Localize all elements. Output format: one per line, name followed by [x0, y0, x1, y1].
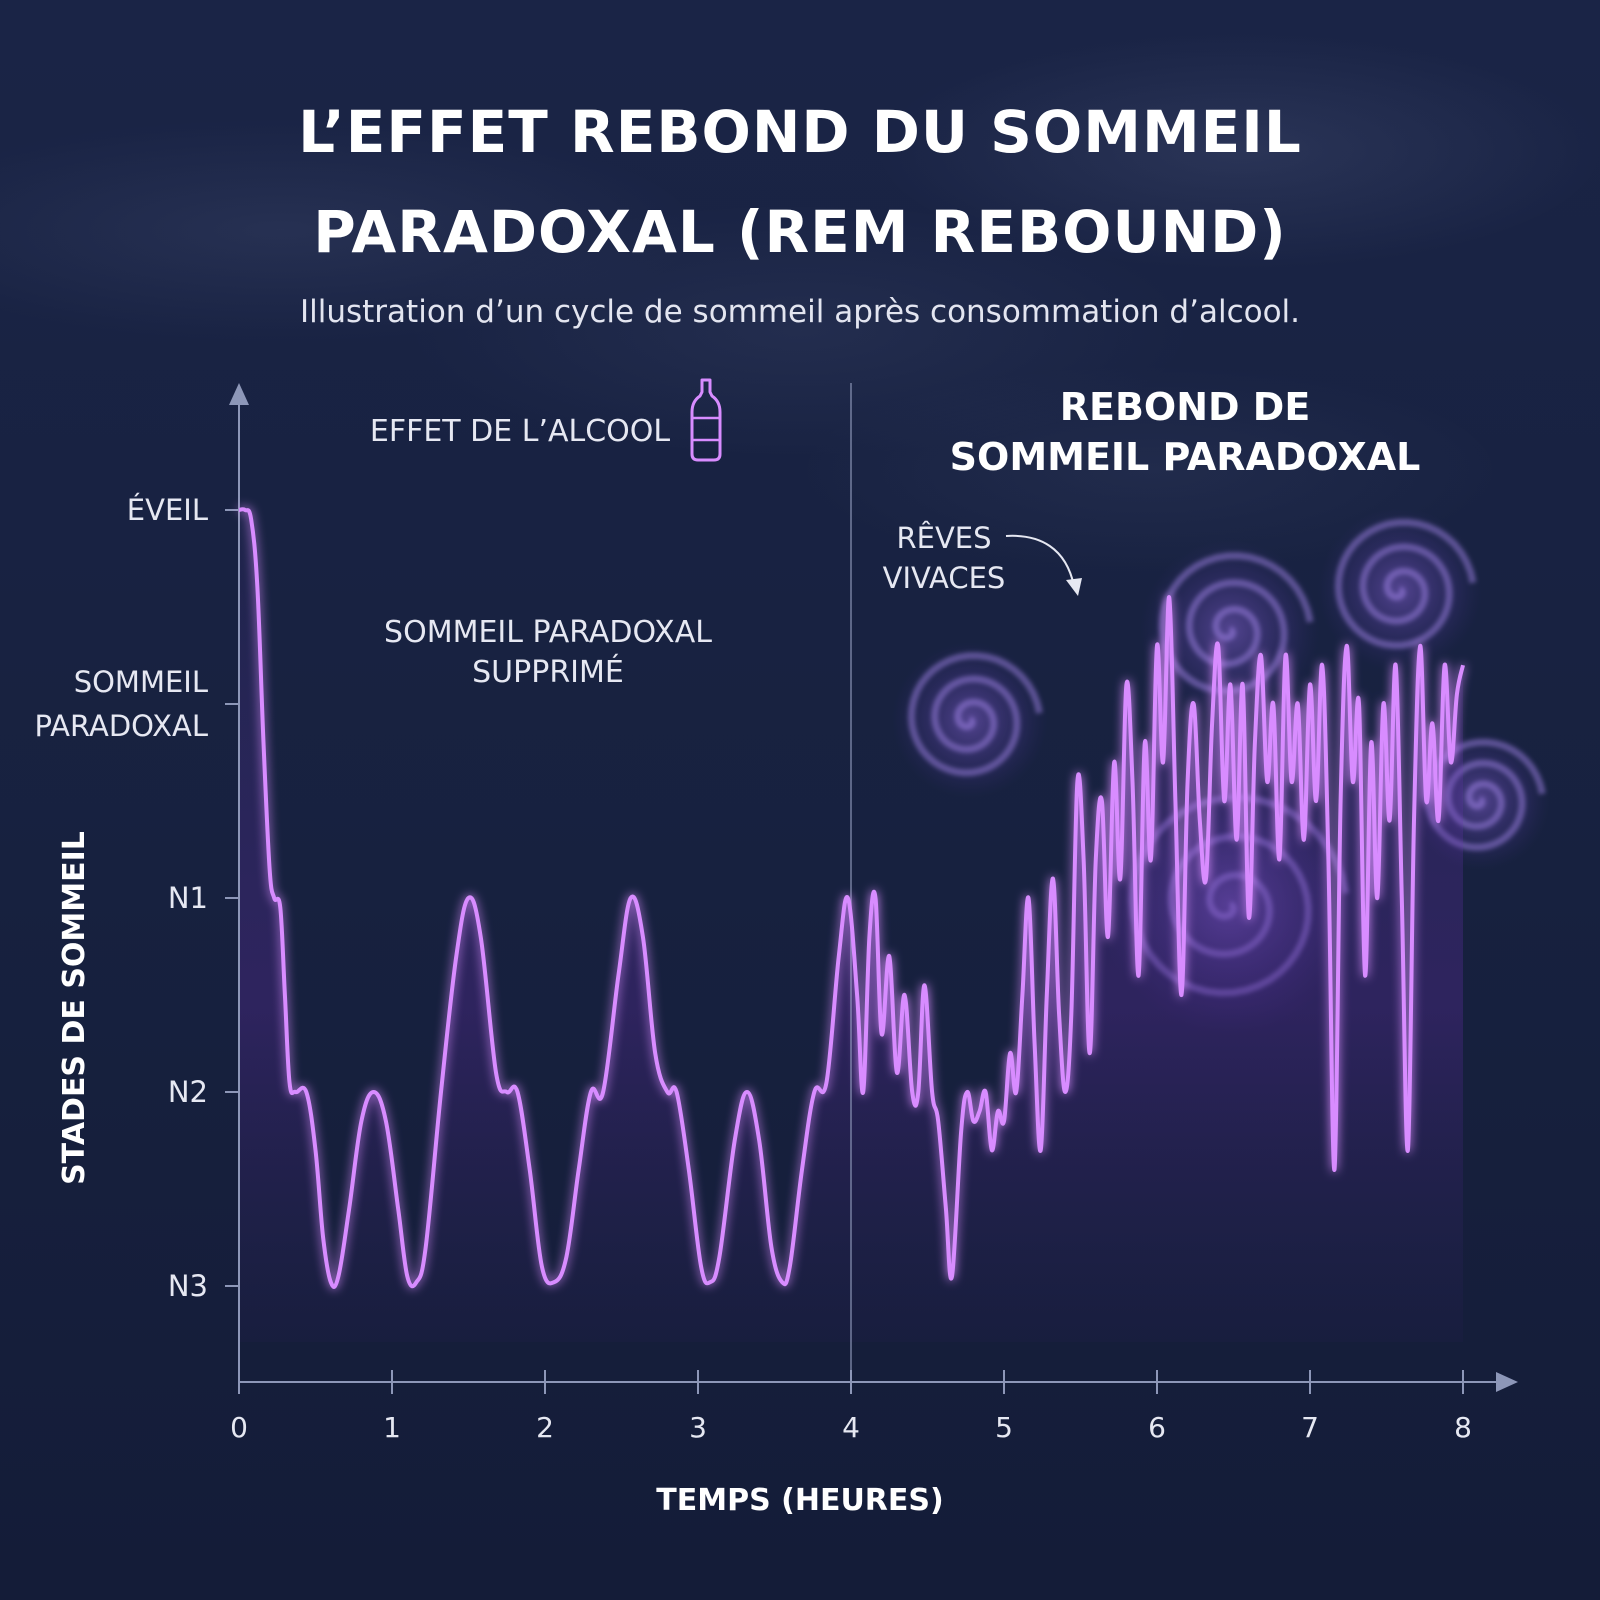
x-tick-label-8: 8 — [1454, 1411, 1472, 1444]
x-tick-label-1: 1 — [383, 1411, 401, 1444]
vivid-dreams-arrowhead — [1066, 578, 1082, 596]
y-label-n2: N2 — [168, 1075, 208, 1109]
tick-marks — [225, 509, 1464, 1394]
x-axis-arrow — [1496, 1372, 1518, 1392]
chart-title: L’EFFET REBOND DU SOMMEIL PARADOXAL (REM… — [0, 82, 1600, 282]
x-tick-label-3: 3 — [689, 1411, 707, 1444]
vivid-dreams-arrow — [1005, 534, 1075, 587]
y-label-rem-line1: SOMMEIL — [74, 665, 208, 699]
rebound-title-line1: REBOND DE — [1060, 385, 1311, 429]
bottle-icon — [690, 378, 722, 462]
y-label-rem-line2: PARADOXAL — [35, 709, 208, 743]
y-label-n3: N3 — [168, 1269, 208, 1303]
vivid-dreams-label-line1: RÊVES — [896, 521, 991, 555]
chart-title-line2: PARADOXAL (REM REBOUND) — [313, 198, 1287, 266]
chart-title-line1: L’EFFET REBOND DU SOMMEIL — [298, 98, 1302, 166]
y-axis-arrow — [229, 383, 249, 405]
vivid-dreams-label-line2: VIVACES — [883, 561, 1006, 595]
dream-swirl-4 — [1140, 540, 1320, 720]
chart-subtitle: Illustration d’un cycle de sommeil après… — [299, 294, 1301, 330]
x-tick-label-7: 7 — [1301, 1411, 1319, 1444]
x-tick-label-2: 2 — [536, 1411, 554, 1444]
dream-swirl-1 — [1318, 508, 1482, 672]
x-tick-label-6: 6 — [1148, 1411, 1166, 1444]
sleep-stage-series-line — [238, 507, 1465, 1289]
y-axis-title: STADES DE SOMMEIL — [57, 831, 92, 1185]
axes — [229, 383, 1518, 1392]
rem-suppressed-label-line2: SUPPRIMÉ — [472, 654, 624, 690]
x-tick-label-5: 5 — [995, 1411, 1013, 1444]
rem-suppressed-label-line1: SOMMEIL PARADOXAL — [384, 615, 712, 650]
rebound-title-line2: SOMMEIL PARADOXAL — [950, 435, 1421, 479]
dream-swirl-0 — [892, 642, 1048, 798]
y-label-n1: N1 — [168, 881, 208, 915]
x-tick-label-0: 0 — [230, 1411, 248, 1444]
x-axis-title: TEMPS (HEURES) — [656, 1483, 943, 1518]
alcohol-effect-label: EFFET DE L’ALCOOL — [370, 414, 671, 449]
title-block: L’EFFET REBOND DU SOMMEIL PARADOXAL (REM… — [0, 82, 1600, 330]
x-tick-label-4: 4 — [842, 1411, 860, 1444]
y-label-eveil: ÉVEIL — [127, 493, 208, 527]
